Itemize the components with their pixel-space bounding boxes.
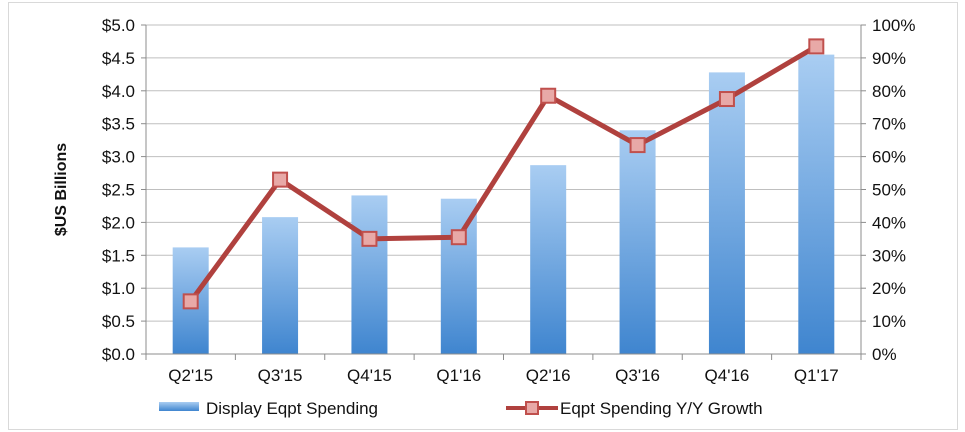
- category-label: Q2'15: [168, 366, 213, 385]
- growth-line: [188, 44, 818, 303]
- legend-label-bar: Display Eqpt Spending: [206, 399, 378, 418]
- bar: [798, 54, 835, 355]
- right-tick-label: 90%: [872, 49, 906, 68]
- left-tick-label: $1.5: [102, 246, 135, 265]
- left-tick-label: $2.0: [102, 213, 135, 232]
- y-axis-title: $US Billions: [53, 143, 70, 236]
- bar: [440, 198, 477, 354]
- left-tick-label: $3.5: [102, 115, 135, 134]
- bar: [351, 195, 388, 354]
- category-label: Q3'15: [258, 366, 303, 385]
- axis-labels: $0.0 $0.5 $1.0 $1.5 $2.0 $2.5 $3.0 $3.5 $4.0 $4.5…: [53, 16, 915, 385]
- category-label: Q3'16: [615, 366, 660, 385]
- left-tick-label: $4.5: [102, 49, 135, 68]
- left-tick-label: $4.0: [102, 82, 135, 101]
- category-label: Q1'16: [436, 366, 481, 385]
- bar: [619, 130, 656, 354]
- left-tick-label: $0.5: [102, 312, 135, 331]
- left-tick-label: $5.0: [102, 16, 135, 35]
- legend-swatch-bar: [159, 402, 199, 411]
- right-tick-label: 70%: [872, 115, 906, 134]
- legend-label-line: Eqpt Spending Y/Y Growth: [560, 399, 763, 418]
- growth-marker: [361, 230, 378, 247]
- category-label: Q4'15: [347, 366, 392, 385]
- chart-frame: $0.0 $0.5 $1.0 $1.5 $2.0 $2.5 $3.0 $3.5 $4.0 $4.5…: [8, 2, 958, 430]
- right-tick-label: 60%: [872, 148, 906, 167]
- legend-swatch-marker: [525, 401, 539, 415]
- growth-marker: [540, 87, 557, 104]
- category-label: Q2'16: [526, 366, 571, 385]
- left-tick-label: $2.5: [102, 181, 135, 200]
- growth-marker: [182, 293, 199, 310]
- right-tick-label: 20%: [872, 279, 906, 298]
- bar-series: [172, 54, 835, 355]
- right-tick-label: 50%: [872, 181, 906, 200]
- right-tick-label: 40%: [872, 213, 906, 232]
- category-label: Q1'17: [794, 366, 839, 385]
- growth-marker: [272, 171, 289, 188]
- right-tick-label: 0%: [872, 345, 897, 364]
- left-tick-label: $0.0: [102, 345, 135, 364]
- right-tick-label: 100%: [872, 16, 915, 35]
- left-tick-label: $3.0: [102, 148, 135, 167]
- growth-marker: [718, 91, 735, 108]
- right-tick-label: 10%: [872, 312, 906, 331]
- left-tick-label: $1.0: [102, 279, 135, 298]
- growth-marker: [808, 38, 825, 55]
- bar: [262, 217, 299, 354]
- gridlines: [146, 24, 861, 355]
- bar: [530, 165, 567, 354]
- line-series: [182, 38, 825, 310]
- right-tick-label: 30%: [872, 246, 906, 265]
- right-tick-label: 80%: [872, 82, 906, 101]
- combo-chart: $0.0 $0.5 $1.0 $1.5 $2.0 $2.5 $3.0 $3.5 $4.0 $4.5…: [53, 16, 915, 418]
- growth-marker: [450, 229, 467, 246]
- legend: Display Eqpt Spending Eqpt Spending Y/Y G…: [159, 399, 763, 418]
- category-label: Q4'16: [705, 366, 750, 385]
- axes: [141, 24, 866, 360]
- bar: [708, 72, 745, 354]
- growth-marker: [629, 137, 646, 154]
